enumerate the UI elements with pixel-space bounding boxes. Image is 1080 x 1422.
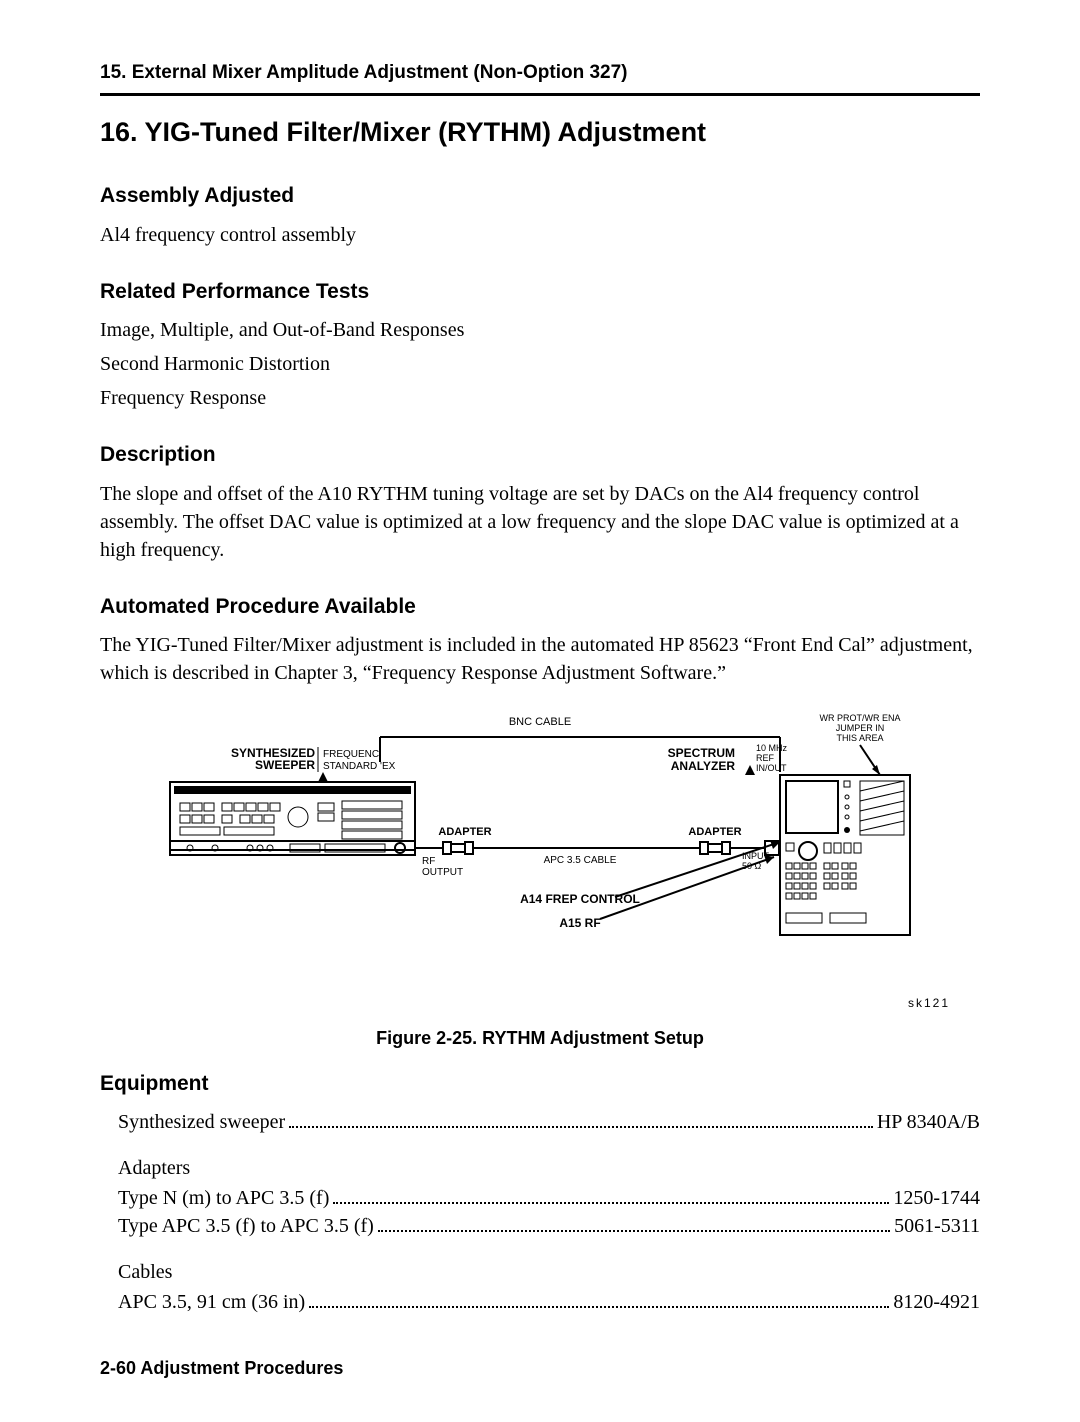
running-header: 15. External Mixer Amplitude Adjustment …: [100, 60, 980, 87]
mhz-label: 10 MHz: [756, 743, 788, 753]
dot-leader: [333, 1202, 889, 1204]
equip-label: Type APC 3.5 (f) to APC 3.5 (f): [118, 1212, 374, 1240]
description-heading: Description: [100, 440, 980, 469]
equip-value: 8120-4921: [893, 1288, 980, 1316]
rf-output-label: OUTPUT: [422, 867, 463, 878]
automated-body: The YIG-Tuned Filter/Mixer adjustment is…: [100, 631, 980, 687]
tests-line: Frequency Response: [100, 384, 980, 412]
equipment-group: Adapters Type N (m) to APC 3.5 (f) 1250-…: [118, 1154, 980, 1240]
adapter-label-right: ADAPTER: [688, 826, 741, 838]
equip-group-title: Cables: [118, 1258, 980, 1286]
assembly-body: Al4 frequency control assembly: [100, 221, 980, 249]
equip-value: 1250-1744: [893, 1184, 980, 1212]
rf-label: RF: [422, 856, 435, 867]
equipment-list: Synthesized sweeper HP 8340A/B Adapters …: [100, 1108, 980, 1316]
section-title: 16. YIG-Tuned Filter/Mixer (RYTHM) Adjus…: [100, 114, 980, 152]
assembly-heading: Assembly Adjusted: [100, 181, 980, 210]
spectrum-label: SPECTRUM: [668, 746, 735, 760]
equipment-group: Cables APC 3.5, 91 cm (36 in) 8120-4921: [118, 1258, 980, 1316]
equipment-row: Type APC 3.5 (f) to APC 3.5 (f) 5061-531…: [118, 1212, 980, 1240]
dot-leader: [289, 1126, 873, 1128]
bnc-label: BNC CABLE: [509, 716, 571, 728]
equip-group-title: Adapters: [118, 1154, 980, 1182]
apc-label: APC 3.5 CABLE: [544, 855, 617, 866]
equipment-heading: Equipment: [100, 1069, 980, 1098]
equip-label: Type N (m) to APC 3.5 (f): [118, 1184, 329, 1212]
equip-label: APC 3.5, 91 cm (36 in): [118, 1288, 305, 1316]
equipment-row: Synthesized sweeper HP 8340A/B: [118, 1108, 980, 1136]
equip-value: HP 8340A/B: [877, 1108, 980, 1136]
inout-label: IN/OUT: [756, 763, 787, 773]
adapter-label-left: ADAPTER: [438, 826, 491, 838]
ref-label: REF: [756, 753, 775, 763]
dot-leader: [309, 1306, 889, 1308]
wr-label: WR PROT/WR ENA: [820, 713, 901, 723]
figure-caption: Figure 2-25. RYTHM Adjustment Setup: [100, 1026, 980, 1051]
figure-sk-label: sk121: [100, 995, 980, 1012]
equipment-row: Type N (m) to APC 3.5 (f) 1250-1744: [118, 1184, 980, 1212]
a15-label: A15 RF: [559, 916, 600, 930]
equipment-row: APC 3.5, 91 cm (36 in) 8120-4921: [118, 1288, 980, 1316]
std-label: STANDARD 'EX: [323, 761, 396, 772]
equip-label: Synthesized sweeper: [118, 1108, 285, 1136]
sweeper-label: SWEEPER: [255, 758, 315, 772]
jumper-label: JUMPER IN: [836, 723, 885, 733]
freq-label: FREQUENC: [323, 749, 379, 760]
analyzer-label: ANALYZER: [671, 759, 736, 773]
figure-diagram: BNC CABLE WR PROT/WR ENA JUMPER IN THIS …: [100, 707, 980, 987]
equip-value: 5061-5311: [894, 1212, 980, 1240]
jumper-label2: THIS AREA: [836, 733, 883, 743]
dot-leader: [378, 1230, 890, 1232]
page-footer: 2-60 Adjustment Procedures: [100, 1356, 980, 1381]
automated-heading: Automated Procedure Available: [100, 592, 980, 621]
tests-line: Image, Multiple, and Out-of-Band Respons…: [100, 316, 980, 344]
header-rule: [100, 93, 980, 96]
tests-heading: Related Performance Tests: [100, 277, 980, 306]
description-body: The slope and offset of the A10 RYTHM tu…: [100, 480, 980, 564]
tests-line: Second Harmonic Distortion: [100, 350, 980, 378]
